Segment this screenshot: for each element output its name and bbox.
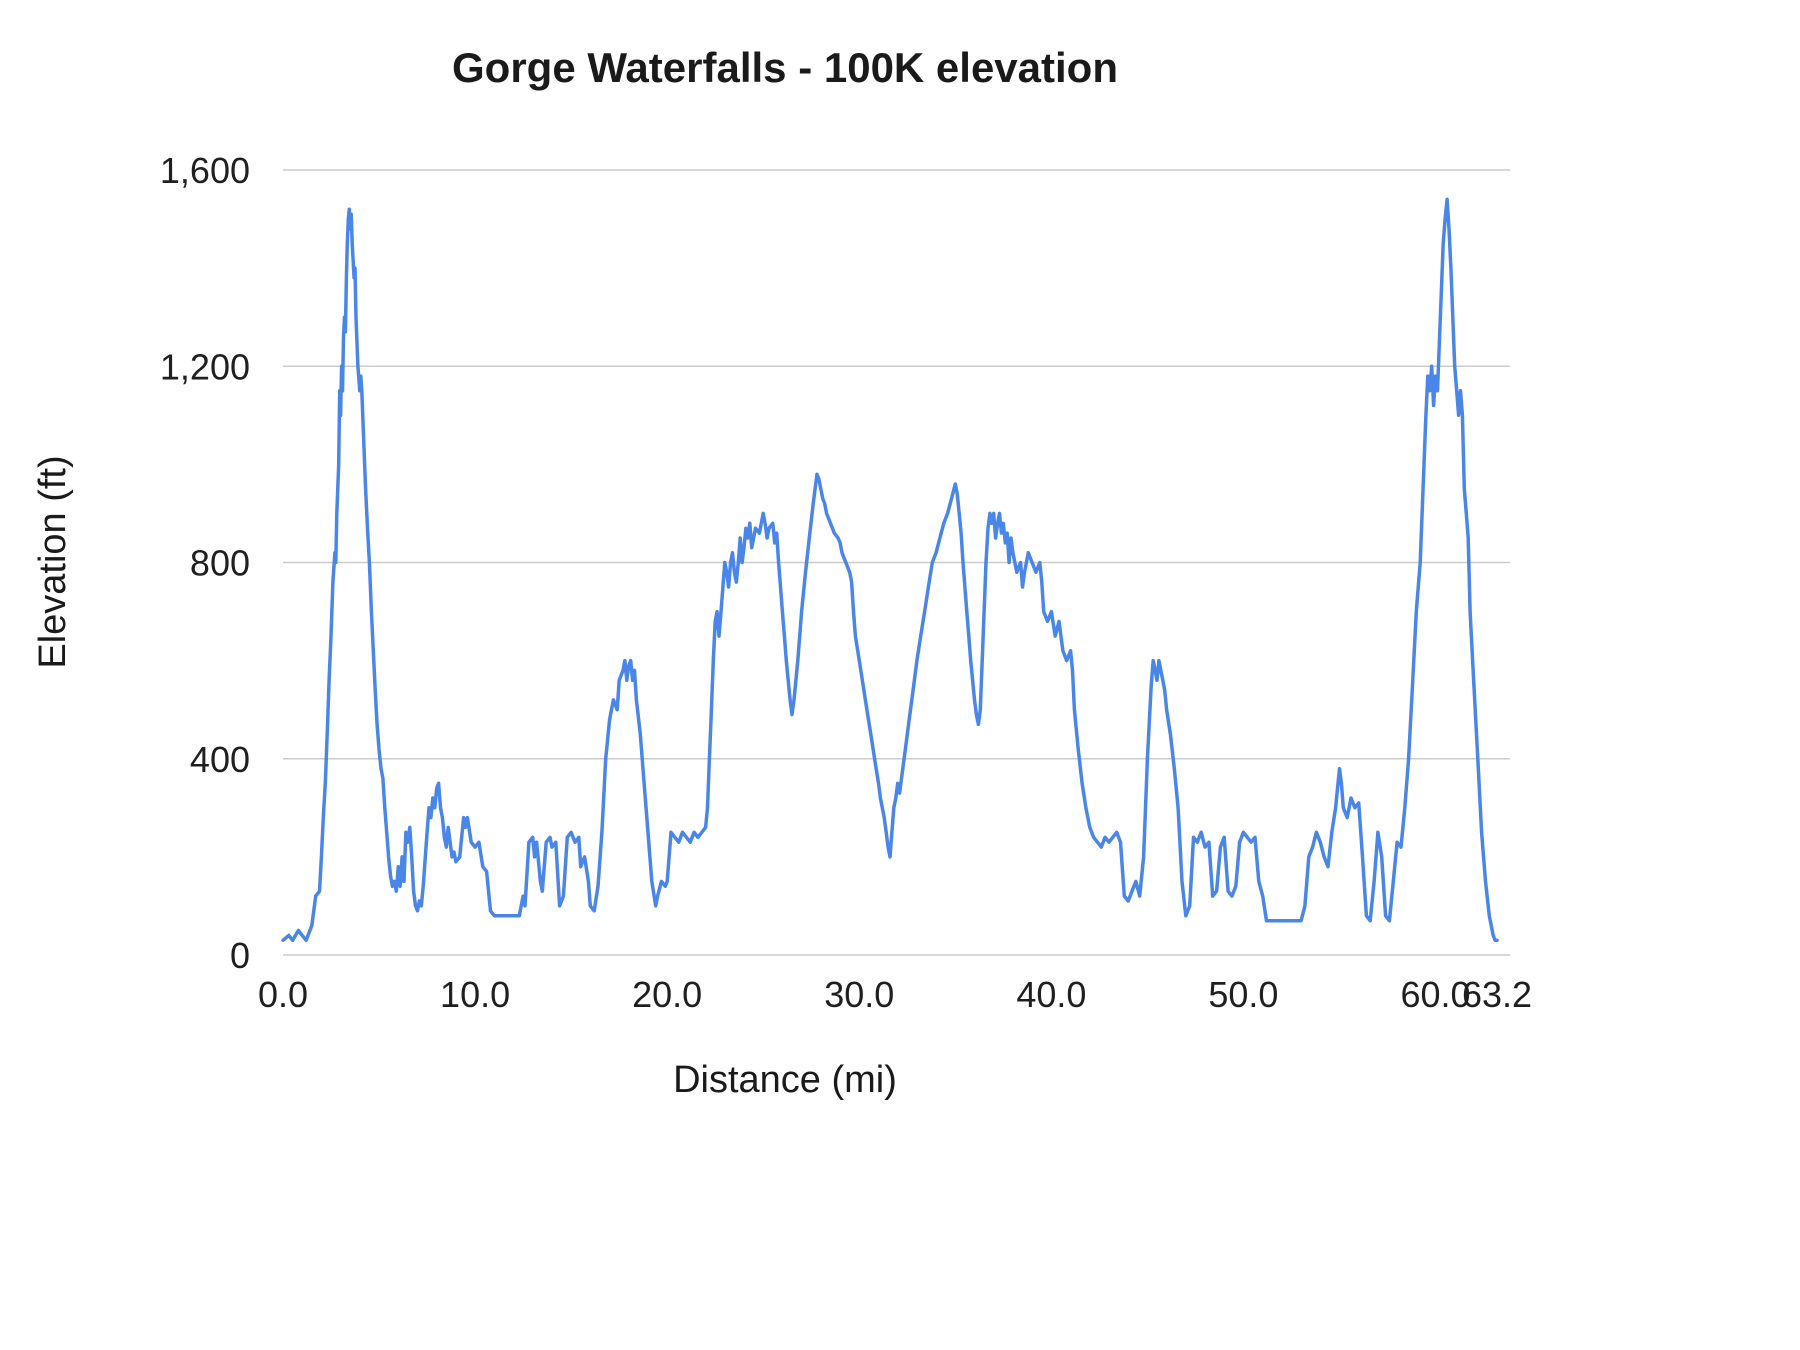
x-tick-label: 63.2 [1462, 974, 1532, 1015]
y-axis-label: Elevation (ft) [32, 455, 74, 668]
elevation-line [281, 197, 1499, 943]
y-tick-label: 800 [190, 543, 250, 584]
elevation-line-layer [281, 197, 1499, 943]
y-tick-label: 1,600 [160, 150, 250, 191]
x-axis-label: Distance (mi) [673, 1059, 897, 1101]
y-tick-label: 1,200 [160, 346, 250, 387]
x-tick-labels: 0.0 10.0 20.0 30.0 40.0 50.0 60.063.2 [258, 974, 1532, 1015]
x-tick-label: 40.0 [1016, 974, 1086, 1015]
y-tick-label: 400 [190, 739, 250, 780]
y-tick-labels: 0 400 800 1,200 1,600 [160, 150, 250, 976]
y-tick-label: 0 [230, 935, 250, 976]
chart-title: Gorge Waterfalls - 100K elevation [452, 44, 1118, 91]
gridlines-layer [283, 169, 1510, 956]
x-tick-label: 30.0 [824, 974, 894, 1015]
x-tick-label: 20.0 [632, 974, 702, 1015]
x-tick-label: 0.0 [258, 974, 308, 1015]
x-tick-label: 60.0 [1400, 974, 1470, 1015]
x-tick-label: 10.0 [440, 974, 510, 1015]
x-tick-label: 50.0 [1208, 974, 1278, 1015]
